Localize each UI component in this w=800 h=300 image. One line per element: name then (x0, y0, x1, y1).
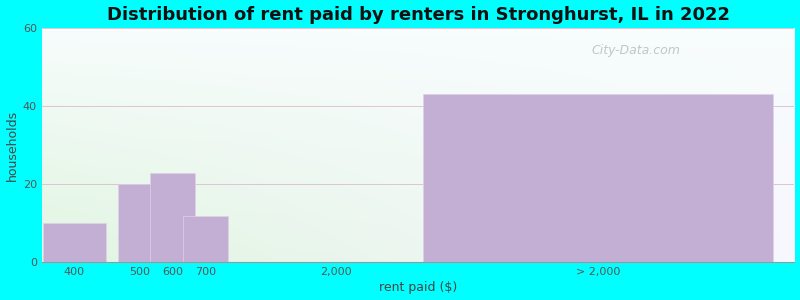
Title: Distribution of rent paid by renters in Stronghurst, IL in 2022: Distribution of rent paid by renters in … (106, 6, 730, 24)
Bar (150, 172, 195, 262)
X-axis label: rent paid ($): rent paid ($) (379, 281, 458, 294)
Bar (423, 94, 773, 262)
Bar (42, 223, 106, 262)
Bar (183, 215, 227, 262)
Bar (118, 184, 162, 262)
Text: City-Data.com: City-Data.com (591, 44, 680, 57)
Y-axis label: households: households (6, 110, 18, 181)
